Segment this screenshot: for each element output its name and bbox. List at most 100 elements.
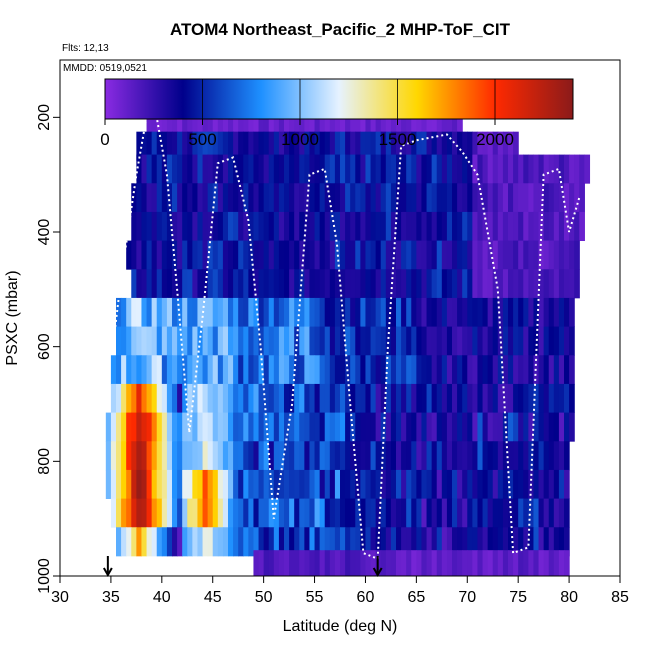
heatmap-cell — [436, 240, 443, 270]
heatmap-cell — [212, 297, 219, 327]
heatmap-cell — [192, 240, 199, 270]
heatmap-cell — [421, 550, 428, 576]
heatmap-cell — [340, 527, 346, 557]
heatmap-cell — [238, 297, 244, 327]
heatmap-cell — [278, 412, 285, 442]
heatmap-cell — [278, 131, 285, 161]
heatmap-cell — [258, 326, 265, 356]
heatmap-cell — [497, 469, 504, 499]
heatmap-cell — [273, 131, 280, 161]
heatmap-cell — [401, 355, 407, 385]
heatmap-cell — [222, 131, 229, 161]
heatmap-cell — [243, 297, 249, 327]
heatmap-cell — [146, 498, 153, 528]
heatmap-cell — [390, 412, 397, 442]
heatmap-cell — [472, 498, 479, 528]
heatmap-cell — [263, 269, 270, 299]
heatmap-cell — [151, 412, 158, 442]
heatmap-cell — [324, 240, 331, 270]
x-tick-label: 65 — [407, 589, 425, 606]
heatmap-cell — [508, 355, 514, 385]
heatmap-cell — [482, 154, 489, 184]
heatmap-cell — [131, 211, 137, 241]
heatmap-cell — [553, 527, 560, 557]
heatmap-cell — [136, 183, 143, 213]
heatmap-cell — [141, 240, 148, 270]
heatmap-cell — [187, 154, 193, 184]
heatmap-cell — [156, 383, 163, 413]
heatmap-cell — [110, 441, 117, 471]
heatmap-cell — [482, 383, 489, 413]
heatmap-cell — [365, 131, 372, 161]
heatmap-cell — [518, 441, 524, 471]
heatmap-cell — [319, 412, 326, 442]
heatmap-cell — [121, 441, 127, 471]
heatmap-cell — [289, 383, 295, 413]
heatmap-cell — [497, 269, 504, 299]
heatmap-cell — [212, 527, 219, 557]
heatmap-cell — [233, 441, 239, 471]
heatmap-cell — [350, 326, 356, 356]
heatmap-cell — [263, 326, 270, 356]
heatmap-cell — [431, 183, 438, 213]
heatmap-cell — [548, 326, 555, 356]
heatmap-cell — [222, 240, 229, 270]
heatmap-cell — [452, 469, 458, 499]
heatmap-cell — [426, 240, 433, 270]
heatmap-cell — [467, 211, 473, 241]
heatmap-cell — [492, 550, 499, 576]
heatmap-cell — [426, 383, 433, 413]
heatmap-cell — [258, 412, 265, 442]
heatmap-cell — [538, 183, 545, 213]
heatmap-cell — [513, 183, 519, 213]
heatmap-cell — [222, 355, 229, 385]
heatmap-cell — [508, 550, 514, 576]
heatmap-cell — [329, 326, 336, 356]
heatmap-cell — [258, 211, 265, 241]
y-axis: 200 400 600 800 1000 — [36, 104, 60, 594]
heatmap-cell — [324, 469, 331, 499]
heatmap-cell — [228, 527, 234, 557]
heatmap-cell — [355, 131, 361, 161]
heatmap-cell — [380, 131, 387, 161]
heatmap-cell — [406, 326, 412, 356]
heatmap-cell — [508, 412, 514, 442]
heatmap-cell — [538, 211, 545, 241]
heatmap-cell — [411, 527, 417, 557]
heatmap-cell — [248, 297, 255, 327]
heatmap-cell — [294, 550, 300, 576]
heatmap-cell — [390, 154, 397, 184]
heatmap-cell — [569, 383, 575, 413]
heatmap-cell — [487, 469, 494, 499]
heatmap-cell — [457, 131, 463, 161]
heatmap-cell — [502, 469, 509, 499]
heatmap-cell — [177, 269, 183, 299]
heatmap-cell — [314, 383, 321, 413]
heatmap-cell — [258, 183, 265, 213]
x-tick-label: 30 — [51, 589, 69, 606]
heatmap-cell — [472, 269, 479, 299]
heatmap-cell — [523, 326, 529, 356]
heatmap-cell — [502, 240, 509, 270]
heatmap-cell — [222, 498, 229, 528]
heatmap-cell — [513, 498, 519, 528]
heatmap-cell — [156, 441, 163, 471]
heatmap-cell — [243, 269, 249, 299]
heatmap-cell — [340, 469, 346, 499]
heatmap-cell — [268, 297, 275, 327]
heatmap-cell — [131, 355, 137, 385]
heatmap-cell — [278, 297, 285, 327]
heatmap-cell — [492, 211, 499, 241]
heatmap-cell — [345, 131, 351, 161]
heatmap-cell — [365, 154, 372, 184]
heatmap-cell — [564, 469, 570, 499]
heatmap-cell — [441, 131, 448, 161]
heatmap-cell — [299, 383, 305, 413]
heatmap-cell — [579, 211, 585, 241]
heatmap-cell — [523, 297, 529, 327]
heatmap-cell — [217, 211, 224, 241]
heatmap-cell — [482, 469, 489, 499]
heatmap-cell — [345, 550, 351, 576]
heatmap-cell — [467, 154, 473, 184]
heatmap-cell — [182, 441, 188, 471]
